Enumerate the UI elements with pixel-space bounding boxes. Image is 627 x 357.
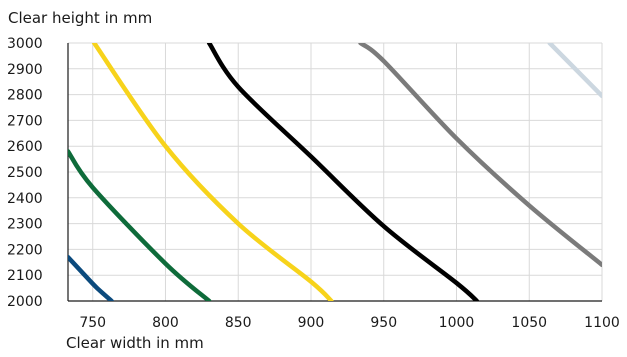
y-tick-label: 2500 bbox=[7, 165, 43, 181]
series-layer bbox=[68, 43, 602, 301]
series-line-3 bbox=[91, 43, 334, 301]
x-tick-label: 1050 bbox=[511, 315, 547, 331]
y-tick-label: 2800 bbox=[7, 88, 43, 104]
y-tick-label: 2600 bbox=[7, 139, 43, 155]
y-tick-label: 2900 bbox=[7, 62, 43, 78]
series-line-4 bbox=[206, 43, 480, 301]
x-tick-label: 900 bbox=[298, 315, 325, 331]
series-line-5 bbox=[358, 43, 602, 268]
y-tick-label: 2100 bbox=[7, 268, 43, 284]
y-tick-label: 2300 bbox=[7, 217, 43, 233]
y-tick-label: 2200 bbox=[7, 242, 43, 258]
x-tick-label: 750 bbox=[79, 315, 106, 331]
x-axis-title: Clear width in mm bbox=[66, 334, 204, 352]
x-tick-label: 1000 bbox=[439, 315, 475, 331]
series-line-6 bbox=[547, 43, 602, 99]
x-tick-label: 850 bbox=[225, 315, 252, 331]
x-tick-label: 800 bbox=[152, 315, 179, 331]
y-axis-title: Clear height in mm bbox=[8, 9, 153, 27]
y-tick-label: 2000 bbox=[7, 294, 43, 310]
series-line-2 bbox=[68, 149, 212, 301]
y-tick-label: 3000 bbox=[7, 36, 43, 52]
tick-layer: 2000 2100 2200 2300 2400 2500 2600 2700 2800 2900… bbox=[7, 36, 620, 331]
y-tick-label: 2700 bbox=[7, 113, 43, 129]
grid-layer bbox=[68, 42, 603, 302]
x-tick-label: 950 bbox=[370, 315, 397, 331]
x-tick-label: 1100 bbox=[584, 315, 620, 331]
series-line-1 bbox=[68, 254, 114, 301]
y-tick-label: 2400 bbox=[7, 191, 43, 207]
